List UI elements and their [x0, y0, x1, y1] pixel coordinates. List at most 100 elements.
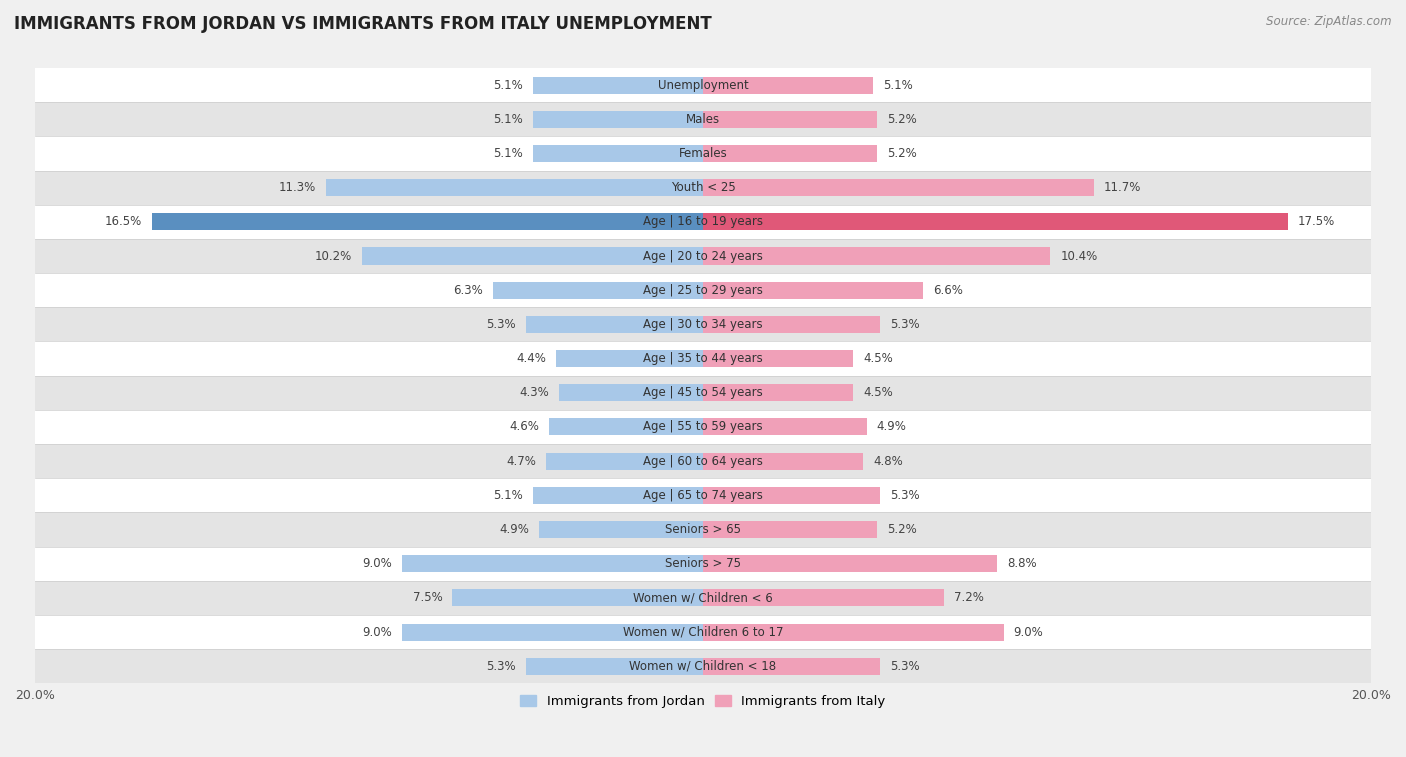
Text: Seniors > 65: Seniors > 65: [665, 523, 741, 536]
Bar: [402, 555, 703, 572]
Text: 4.9%: 4.9%: [499, 523, 529, 536]
Bar: [703, 590, 943, 606]
Bar: [703, 179, 1094, 196]
Bar: [703, 521, 877, 538]
Text: 9.0%: 9.0%: [1014, 625, 1043, 639]
Text: 5.1%: 5.1%: [494, 147, 523, 160]
Bar: [533, 145, 703, 162]
Text: Age | 45 to 54 years: Age | 45 to 54 years: [643, 386, 763, 399]
Bar: [453, 590, 703, 606]
Text: 4.5%: 4.5%: [863, 352, 893, 365]
Text: 9.0%: 9.0%: [363, 557, 392, 570]
Bar: [35, 444, 1371, 478]
Text: Age | 35 to 44 years: Age | 35 to 44 years: [643, 352, 763, 365]
Bar: [703, 76, 873, 94]
Text: 7.5%: 7.5%: [413, 591, 443, 604]
Text: 5.1%: 5.1%: [883, 79, 912, 92]
Text: 4.5%: 4.5%: [863, 386, 893, 399]
Text: 5.3%: 5.3%: [486, 318, 516, 331]
Text: Age | 30 to 34 years: Age | 30 to 34 years: [643, 318, 763, 331]
Bar: [550, 419, 703, 435]
Bar: [35, 204, 1371, 239]
Text: Unemployment: Unemployment: [658, 79, 748, 92]
Text: 5.3%: 5.3%: [486, 660, 516, 673]
Bar: [546, 453, 703, 469]
Text: 5.3%: 5.3%: [890, 660, 920, 673]
Bar: [35, 650, 1371, 684]
Text: Age | 25 to 29 years: Age | 25 to 29 years: [643, 284, 763, 297]
Bar: [540, 521, 703, 538]
Bar: [35, 307, 1371, 341]
Text: 16.5%: 16.5%: [104, 215, 142, 229]
Text: Age | 16 to 19 years: Age | 16 to 19 years: [643, 215, 763, 229]
Text: 6.6%: 6.6%: [934, 284, 963, 297]
Text: 4.6%: 4.6%: [509, 420, 540, 434]
Bar: [35, 341, 1371, 375]
Bar: [35, 581, 1371, 615]
Text: 5.2%: 5.2%: [887, 523, 917, 536]
Text: Age | 65 to 74 years: Age | 65 to 74 years: [643, 489, 763, 502]
Text: Age | 20 to 24 years: Age | 20 to 24 years: [643, 250, 763, 263]
Bar: [555, 350, 703, 367]
Text: 4.4%: 4.4%: [516, 352, 546, 365]
Bar: [35, 410, 1371, 444]
Bar: [152, 213, 703, 230]
Bar: [35, 478, 1371, 512]
Bar: [35, 273, 1371, 307]
Bar: [35, 547, 1371, 581]
Bar: [533, 487, 703, 504]
Bar: [533, 76, 703, 94]
Legend: Immigrants from Jordan, Immigrants from Italy: Immigrants from Jordan, Immigrants from …: [515, 690, 891, 714]
Text: Youth < 25: Youth < 25: [671, 181, 735, 194]
Text: Women w/ Children < 6: Women w/ Children < 6: [633, 591, 773, 604]
Text: 5.2%: 5.2%: [887, 113, 917, 126]
Text: 7.2%: 7.2%: [953, 591, 983, 604]
Text: Age | 60 to 64 years: Age | 60 to 64 years: [643, 455, 763, 468]
Bar: [533, 111, 703, 128]
Bar: [35, 170, 1371, 204]
Bar: [526, 658, 703, 674]
Text: 9.0%: 9.0%: [363, 625, 392, 639]
Text: 17.5%: 17.5%: [1298, 215, 1334, 229]
Bar: [35, 68, 1371, 102]
Text: 10.4%: 10.4%: [1060, 250, 1098, 263]
Bar: [35, 102, 1371, 136]
Bar: [35, 615, 1371, 650]
Bar: [703, 624, 1004, 640]
Bar: [703, 487, 880, 504]
Bar: [703, 248, 1050, 264]
Bar: [492, 282, 703, 299]
Text: Source: ZipAtlas.com: Source: ZipAtlas.com: [1267, 15, 1392, 28]
Bar: [703, 213, 1288, 230]
Bar: [703, 453, 863, 469]
Bar: [703, 658, 880, 674]
Bar: [703, 282, 924, 299]
Text: 4.8%: 4.8%: [873, 455, 903, 468]
Text: 11.7%: 11.7%: [1104, 181, 1142, 194]
Text: 10.2%: 10.2%: [315, 250, 353, 263]
Bar: [35, 239, 1371, 273]
Bar: [402, 624, 703, 640]
Bar: [363, 248, 703, 264]
Text: 5.1%: 5.1%: [494, 489, 523, 502]
Text: 4.3%: 4.3%: [520, 386, 550, 399]
Bar: [703, 385, 853, 401]
Text: Seniors > 75: Seniors > 75: [665, 557, 741, 570]
Bar: [35, 136, 1371, 170]
Bar: [703, 419, 866, 435]
Bar: [326, 179, 703, 196]
Bar: [703, 316, 880, 333]
Bar: [35, 512, 1371, 547]
Text: 5.1%: 5.1%: [494, 79, 523, 92]
Text: 6.3%: 6.3%: [453, 284, 482, 297]
Bar: [703, 145, 877, 162]
Text: Males: Males: [686, 113, 720, 126]
Text: IMMIGRANTS FROM JORDAN VS IMMIGRANTS FROM ITALY UNEMPLOYMENT: IMMIGRANTS FROM JORDAN VS IMMIGRANTS FRO…: [14, 15, 711, 33]
Bar: [703, 555, 997, 572]
Bar: [703, 111, 877, 128]
Text: Females: Females: [679, 147, 727, 160]
Text: Age | 55 to 59 years: Age | 55 to 59 years: [643, 420, 763, 434]
Text: 4.9%: 4.9%: [877, 420, 907, 434]
Bar: [560, 385, 703, 401]
Bar: [703, 350, 853, 367]
